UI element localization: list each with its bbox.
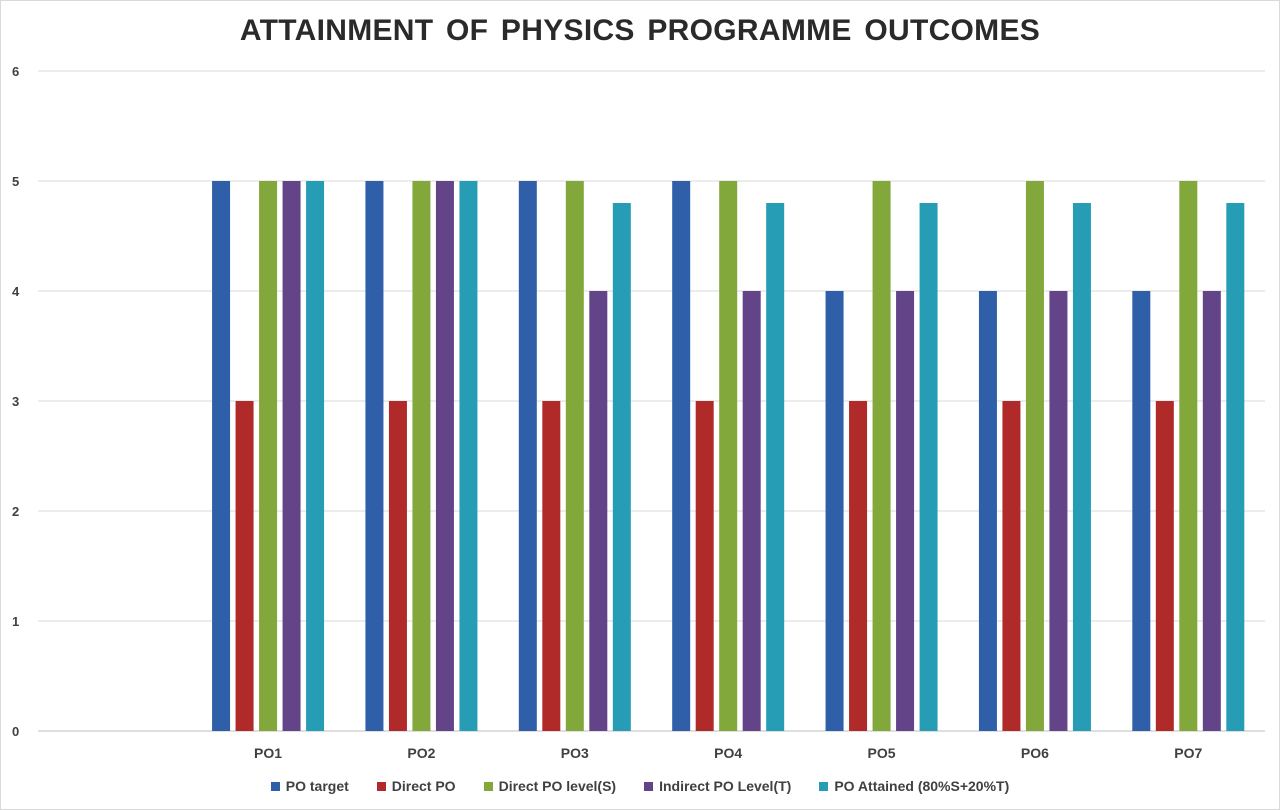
bar — [919, 203, 938, 731]
x-tick-label: PO7 — [1174, 745, 1202, 761]
bar — [872, 181, 891, 731]
y-tick-label: 3 — [12, 394, 19, 409]
bar — [978, 291, 997, 731]
bar — [412, 181, 431, 731]
bar — [1049, 291, 1068, 731]
bar — [612, 203, 631, 731]
bar — [825, 291, 844, 731]
x-tick-label: PO5 — [868, 745, 896, 761]
bar — [565, 181, 584, 731]
x-tick-label: PO2 — [407, 745, 435, 761]
bar — [1025, 181, 1044, 731]
legend-swatch — [644, 781, 654, 791]
bar — [849, 401, 868, 731]
bar — [235, 401, 254, 731]
chart-title: ATTAINMENT OF PHYSICS PROGRAMME OUTCOMES — [239, 14, 1041, 47]
bar — [259, 181, 278, 731]
bar — [212, 181, 231, 731]
legend-label: Indirect PO Level(T) — [659, 778, 792, 794]
bar — [1002, 401, 1021, 731]
legend-item: Direct PO level(S) — [483, 778, 617, 794]
bar — [766, 203, 785, 731]
y-tick-label: 4 — [12, 284, 20, 299]
y-tick-label: 0 — [12, 724, 19, 739]
legend-item: Indirect PO Level(T) — [644, 778, 791, 794]
bar — [542, 401, 561, 731]
legend-item: PO target — [270, 778, 349, 794]
bar — [695, 401, 714, 731]
bar — [388, 401, 407, 731]
legend-label: PO target — [285, 778, 349, 794]
legend-label: Direct PO — [391, 778, 456, 794]
bar — [306, 181, 325, 731]
legend-swatch — [376, 781, 386, 791]
bar — [589, 291, 608, 731]
y-tick-label: 1 — [12, 614, 19, 629]
bar — [459, 181, 478, 731]
legend: PO target Direct PO Direct PO level(S) Indi… — [0, 778, 1280, 794]
bar — [896, 291, 915, 731]
legend-swatch — [819, 781, 829, 791]
bar — [1179, 181, 1198, 731]
bar — [1226, 203, 1245, 731]
bar — [1202, 291, 1221, 731]
bar — [719, 181, 738, 731]
x-tick-label: PO3 — [561, 745, 589, 761]
legend-swatch — [483, 781, 493, 791]
legend-item: Direct PO — [376, 778, 456, 794]
x-tick-label: PO6 — [1021, 745, 1049, 761]
y-tick-label: 6 — [12, 64, 19, 79]
bar — [435, 181, 454, 731]
bar — [1155, 401, 1174, 731]
x-tick-label: PO1 — [254, 745, 282, 761]
bar — [365, 181, 384, 731]
legend-swatch — [270, 781, 280, 791]
y-tick-label: 5 — [12, 174, 19, 189]
bar — [518, 181, 537, 731]
bar — [1072, 203, 1091, 731]
bar — [672, 181, 691, 731]
bar — [282, 181, 301, 731]
y-tick-label: 2 — [12, 504, 19, 519]
bar — [1132, 291, 1151, 731]
legend-item: PO Attained (80%S+20%T) — [819, 778, 1009, 794]
bar — [742, 291, 761, 731]
legend-label: Direct PO level(S) — [498, 778, 617, 794]
x-tick-label: PO4 — [714, 745, 742, 761]
legend-label: PO Attained (80%S+20%T) — [834, 778, 1010, 794]
